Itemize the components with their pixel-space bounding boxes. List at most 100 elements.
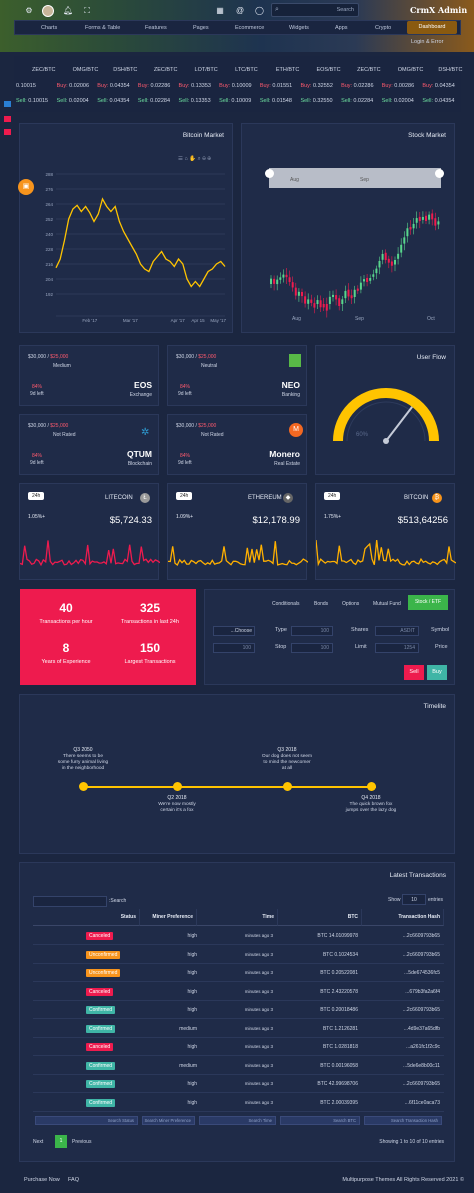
column-filter-input[interactable]: Search Time xyxy=(199,1116,276,1125)
ticker-sell: Sell: 0.02004 xyxy=(381,98,414,104)
miner-preference: high xyxy=(187,933,197,939)
column-filter-input[interactable]: Search BTC xyxy=(280,1116,360,1125)
timeline-dot[interactable] xyxy=(79,782,88,791)
column-filter-input[interactable]: Search Status xyxy=(35,1116,138,1125)
tab-bonds[interactable]: Bonds xyxy=(314,601,329,607)
table-header-label[interactable]: Transaction Hash xyxy=(398,914,440,920)
y-tick-label: 204 xyxy=(45,277,53,282)
coin-price: $30,000 / $25,000 xyxy=(28,354,69,360)
navigator-handle-left[interactable] xyxy=(265,169,274,178)
sell-button[interactable]: Sell xyxy=(404,665,424,680)
table-row[interactable]: Confirmed high minutes ago 3 BTC 2.00039395… xyxy=(33,1094,444,1112)
spark-value: $513,64256 xyxy=(397,515,448,526)
gear-icon[interactable]: ⚙ xyxy=(25,6,33,15)
entries-select[interactable]: 10 xyxy=(402,894,426,905)
next-button[interactable]: Next xyxy=(33,1139,44,1145)
candle xyxy=(425,215,427,221)
timeline-dot[interactable] xyxy=(367,782,376,791)
hash-cell: ...a261fc1f2c9c xyxy=(406,1044,440,1050)
limit-input[interactable]: 1254 xyxy=(375,643,419,653)
ticker-sell: Sell: 0.10015 xyxy=(16,98,49,104)
table-header-label[interactable]: Status xyxy=(120,914,136,920)
table-search-input[interactable] xyxy=(33,896,107,907)
quantity-input[interactable]: 100 xyxy=(213,643,255,653)
footer-faq-link[interactable]: FAQ xyxy=(68,1177,80,1183)
table-header-label[interactable]: Time xyxy=(262,914,274,920)
side-marker-red-2[interactable] xyxy=(4,129,11,135)
side-marker-red[interactable] xyxy=(4,116,11,122)
chart-toolbar-icon[interactable]: ☰ ⌂ ✋ ⌕ ⊖ ⊕ xyxy=(178,156,211,162)
menu-pages[interactable]: Pages xyxy=(193,25,209,31)
menu-widgets[interactable]: Widgets xyxy=(289,25,309,31)
stop-input[interactable]: 100 xyxy=(291,643,333,653)
at-icon[interactable]: @ xyxy=(236,6,245,15)
search-label: Search xyxy=(336,7,354,13)
candle xyxy=(353,289,356,298)
menu-forms-table[interactable]: Forms & Table xyxy=(85,25,121,31)
navigator-handle-right[interactable] xyxy=(435,169,444,178)
timeline-dot[interactable] xyxy=(173,782,182,791)
apps-icon[interactable]: ▦ xyxy=(216,6,224,15)
status-badge: Unconfirmed xyxy=(86,969,121,977)
ticker-pair: LOT/BTC xyxy=(194,67,218,73)
brand-logo[interactable]: CrmX Admin xyxy=(410,5,468,15)
tab-conditionals[interactable]: Conditionals xyxy=(272,601,300,607)
menu-ecommerce[interactable]: Ecommerce xyxy=(235,25,265,31)
avatar[interactable] xyxy=(42,5,54,17)
timeline-dot[interactable] xyxy=(283,782,292,791)
side-marker-blue[interactable] xyxy=(4,101,11,107)
timeline-date: Q3 2050 xyxy=(73,747,93,753)
dashboard-button[interactable]: Dashboard xyxy=(407,21,457,34)
candle xyxy=(307,299,310,304)
status-badge: Canceled xyxy=(86,1043,114,1051)
previous-button[interactable]: Previous xyxy=(72,1139,92,1145)
sparkline-path xyxy=(168,541,308,567)
shares-input[interactable]: ASDIT xyxy=(375,626,419,636)
range-navigator[interactable] xyxy=(269,168,441,188)
menu-apps[interactable]: Apps xyxy=(335,25,348,31)
column-filter-input[interactable]: Search Transaction Hash xyxy=(364,1116,442,1125)
bell-icon[interactable]: 🔔︎ xyxy=(63,6,74,15)
menu-charts[interactable]: Charts xyxy=(41,25,58,31)
coin-name: NEO xyxy=(281,380,300,390)
navigator-label-sep: Sep xyxy=(360,177,369,183)
timeline-title: Timelite xyxy=(423,703,446,710)
chat-icon[interactable]: ◯ xyxy=(255,6,264,15)
order-type-select[interactable]: ...Choose xyxy=(213,626,255,636)
candle xyxy=(319,300,322,308)
cart-icon[interactable]: ▣ xyxy=(18,179,34,195)
table-row[interactable]: Canceled high minutes ago 3 BTC 1.0281818..… xyxy=(33,1038,444,1056)
table-header-label[interactable]: BTC xyxy=(347,914,358,920)
tab-options[interactable]: Options xyxy=(342,601,360,607)
ticker-sell: Sell: 0.10009 xyxy=(219,98,252,104)
spark-card-ethereum: 24h ETHEREUM ◆ 1.09%+ $12,178.99 xyxy=(167,483,308,580)
page-1-button[interactable]: 1 xyxy=(55,1135,67,1148)
table-row[interactable]: Unconfirmed high minutes ago 3 BTC 0.102453… xyxy=(33,946,444,964)
column-filter-input[interactable]: Search Miner Preference xyxy=(142,1116,195,1125)
type-input[interactable]: 100 xyxy=(291,626,333,636)
tab-stock-etf[interactable]: Stock / ETF xyxy=(408,595,448,610)
fullscreen-icon[interactable]: ⛶ xyxy=(84,6,90,15)
time-cell: minutes ago 3 xyxy=(244,988,273,994)
table-header-label[interactable]: Miner Preference xyxy=(152,914,193,920)
footer-purchase-link[interactable]: Purchase Now xyxy=(24,1177,60,1183)
table-row[interactable]: Confirmed medium minutes ago 3 BTC 1.212628… xyxy=(33,1020,444,1038)
ticker-buy: Buy: 0.04354 xyxy=(422,83,455,89)
ticker-sell: Sell: 0.02284 xyxy=(341,98,374,104)
stat-number: 40 xyxy=(59,601,73,615)
table-row[interactable]: Canceled high minutes ago 3 BTC 2.43220578.… xyxy=(33,983,444,1001)
menu-crypto[interactable]: Crypto xyxy=(375,25,392,31)
table-row[interactable]: Confirmed medium minutes ago 3 BTC 0.001960… xyxy=(33,1057,444,1075)
candle xyxy=(384,252,387,261)
table-row[interactable]: Canceled high minutes ago 3 BTC 14.01099978… xyxy=(33,927,444,945)
menu-login-error[interactable]: Login & Error xyxy=(411,39,444,45)
buy-button[interactable]: Buy xyxy=(427,665,447,680)
candle xyxy=(431,213,434,220)
table-row[interactable]: Confirmed high minutes ago 3 BTC 42.9969870… xyxy=(33,1075,444,1093)
tab-mutual-fund[interactable]: Mutual Fund xyxy=(373,601,401,607)
status-badge: Confirmed xyxy=(86,1006,116,1014)
search-input[interactable]: ⌕ Search xyxy=(271,3,359,17)
menu-features[interactable]: Features xyxy=(145,25,167,31)
table-row[interactable]: Confirmed high minutes ago 3 BTC 0.20018486… xyxy=(33,1001,444,1019)
table-row[interactable]: Unconfirmed high minutes ago 3 BTC 0.205220… xyxy=(33,964,444,982)
